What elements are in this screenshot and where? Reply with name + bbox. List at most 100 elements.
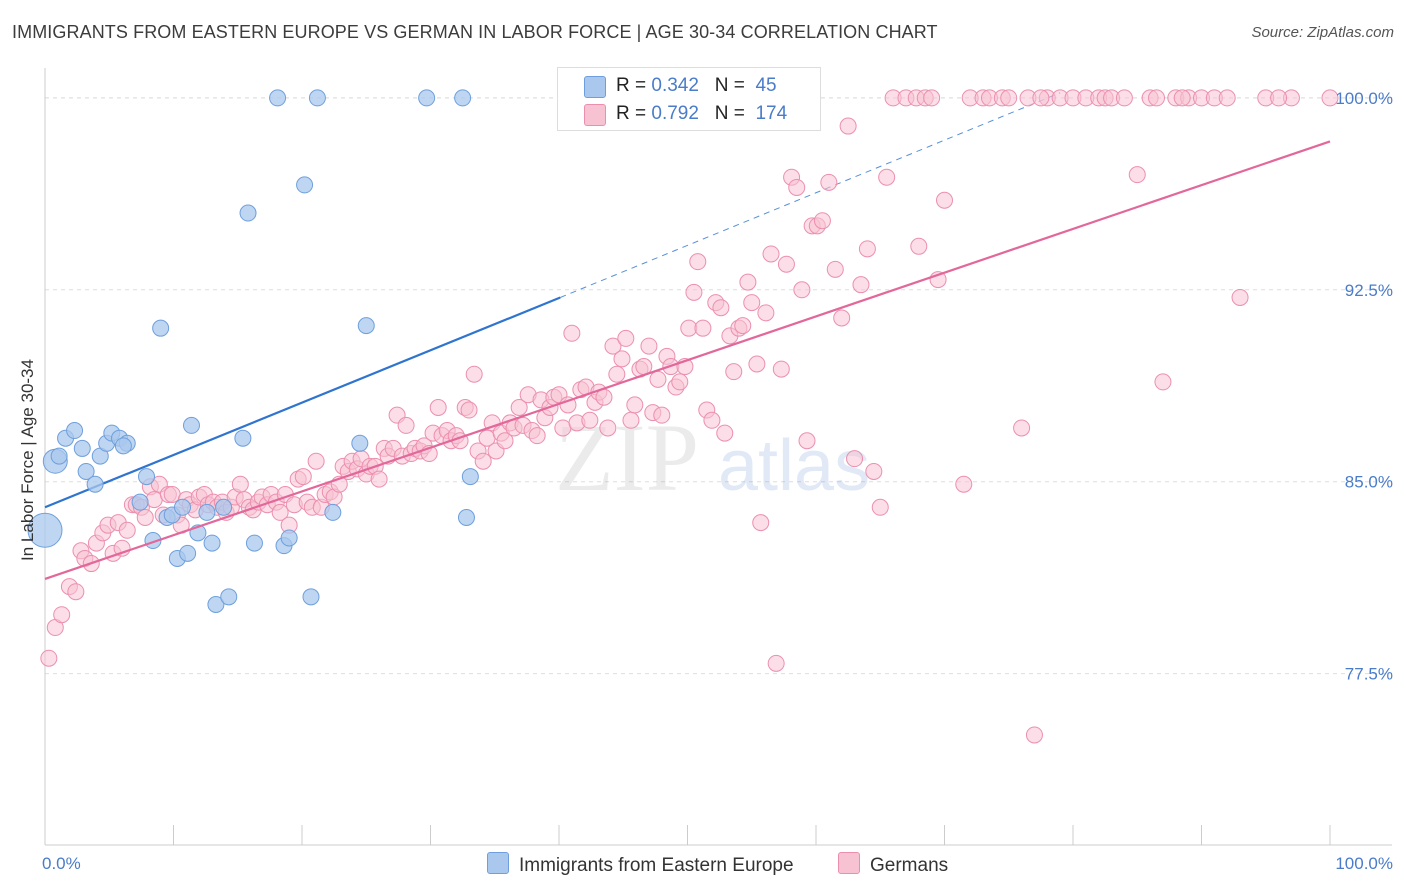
data-point-germans xyxy=(563,324,581,342)
data-point-eastern-europe xyxy=(324,503,342,521)
data-point-germans xyxy=(1025,726,1043,744)
data-point-germans xyxy=(923,89,941,107)
data-point-germans xyxy=(793,281,811,299)
data-point-germans xyxy=(936,191,953,209)
data-point-germans xyxy=(1115,89,1133,107)
bottom-legend-eastern-europe: Immigrants from Eastern Europe xyxy=(487,852,794,877)
data-point-germans xyxy=(626,396,644,414)
trend-line-germans xyxy=(44,140,1331,580)
y-axis-label: In Labor Force | Age 30-34 xyxy=(18,359,37,561)
data-point-germans xyxy=(871,498,889,516)
data-point-eastern-europe xyxy=(280,529,298,547)
data-point-eastern-europe xyxy=(454,89,472,107)
x-tick-label: 0.0% xyxy=(42,854,81,873)
data-point-eastern-europe xyxy=(308,89,326,107)
data-point-germans xyxy=(788,178,806,196)
data-point-germans xyxy=(271,503,289,521)
data-point-germans xyxy=(608,365,626,383)
data-point-germans xyxy=(118,521,136,539)
data-point-eastern-europe xyxy=(357,317,375,335)
data-point-germans xyxy=(1128,166,1146,184)
data-point-germans xyxy=(680,319,698,337)
data-point-germans xyxy=(858,240,876,258)
data-point-germans xyxy=(748,355,766,373)
data-point-eastern-europe xyxy=(182,416,200,434)
legend-r-label: R = xyxy=(616,75,647,96)
legend-r-value: 0.342 xyxy=(651,75,699,96)
data-point-eastern-europe xyxy=(461,468,479,486)
data-point-germans xyxy=(725,363,743,381)
data-point-germans xyxy=(231,475,249,493)
data-point-eastern-europe xyxy=(152,319,170,337)
trend-line-solid xyxy=(44,296,561,509)
y-tick-label: 77.5% xyxy=(1345,665,1393,684)
gridlines xyxy=(45,97,1392,675)
stats-legend: R = 0.342 N = 45 R = 0.792 N = 174 xyxy=(557,67,821,131)
data-point-germans xyxy=(1032,89,1050,107)
trend-line-eastern-europe xyxy=(44,92,1061,509)
data-point-germans xyxy=(685,283,703,301)
x-tick-labels: 0.0% 100.0% xyxy=(42,854,1393,873)
data-point-eastern-europe xyxy=(27,512,63,548)
y-tick-label: 92.5% xyxy=(1345,281,1393,300)
data-point-eastern-europe xyxy=(215,498,233,516)
data-point-germans xyxy=(846,450,864,468)
data-point-germans xyxy=(622,411,640,429)
data-point-eastern-europe xyxy=(418,89,436,107)
legend-r-label: R = xyxy=(616,103,647,124)
data-point-germans xyxy=(474,452,492,470)
data-point-germans xyxy=(653,406,671,424)
data-point-eastern-europe xyxy=(203,534,221,552)
data-point-eastern-europe xyxy=(457,509,475,527)
data-point-eastern-europe xyxy=(114,437,132,455)
data-point-eastern-europe xyxy=(138,468,156,486)
bottom-legend-label: Immigrants from Eastern Europe xyxy=(519,855,794,876)
data-point-germans xyxy=(460,401,478,419)
data-point-germans xyxy=(955,475,973,493)
source-label: Source: ZipAtlas.com xyxy=(1251,24,1394,41)
data-point-germans xyxy=(1321,89,1339,107)
data-point-germans xyxy=(53,606,71,624)
data-point-germans xyxy=(739,273,757,291)
data-point-eastern-europe xyxy=(302,588,320,606)
data-point-eastern-europe xyxy=(207,595,225,613)
data-point-germans xyxy=(1270,89,1288,107)
data-point-germans xyxy=(510,398,528,416)
data-point-germans xyxy=(581,411,599,429)
trend-line-dashed xyxy=(560,92,1061,298)
trend-line-solid xyxy=(44,140,1331,580)
data-point-germans xyxy=(694,319,712,337)
data-point-germans xyxy=(307,452,325,470)
data-point-germans xyxy=(599,419,617,437)
y-tick-label: 100.0% xyxy=(1335,89,1393,108)
legend-swatch-pink xyxy=(584,104,606,126)
data-point-germans xyxy=(762,245,780,263)
data-point-germans xyxy=(671,373,689,391)
data-point-germans xyxy=(820,173,838,191)
data-point-germans xyxy=(294,468,312,486)
data-point-germans xyxy=(1154,373,1172,391)
x-tick-label: 100.0% xyxy=(1335,854,1393,873)
data-point-eastern-europe xyxy=(179,544,197,562)
points-eastern-europe xyxy=(27,89,479,613)
data-point-germans xyxy=(1013,419,1031,437)
data-point-germans xyxy=(743,294,761,312)
data-point-germans xyxy=(703,411,721,429)
data-point-germans xyxy=(878,168,896,186)
data-point-germans xyxy=(1173,89,1191,107)
y-tick-labels: 77.5% 85.0% 92.5% 100.0% xyxy=(1335,89,1393,684)
data-point-germans xyxy=(798,432,816,450)
data-point-germans xyxy=(833,309,851,327)
data-point-eastern-europe xyxy=(239,204,257,222)
data-point-eastern-europe xyxy=(131,493,149,511)
data-point-eastern-europe xyxy=(66,422,84,440)
data-point-germans xyxy=(528,427,546,445)
data-point-germans xyxy=(826,260,844,278)
data-point-germans xyxy=(649,370,667,388)
data-point-germans xyxy=(839,117,857,135)
data-point-eastern-europe xyxy=(77,462,95,480)
data-point-germans xyxy=(604,337,622,355)
data-point-eastern-europe xyxy=(234,429,252,447)
data-point-eastern-europe xyxy=(173,498,191,516)
data-point-germans xyxy=(145,491,163,509)
